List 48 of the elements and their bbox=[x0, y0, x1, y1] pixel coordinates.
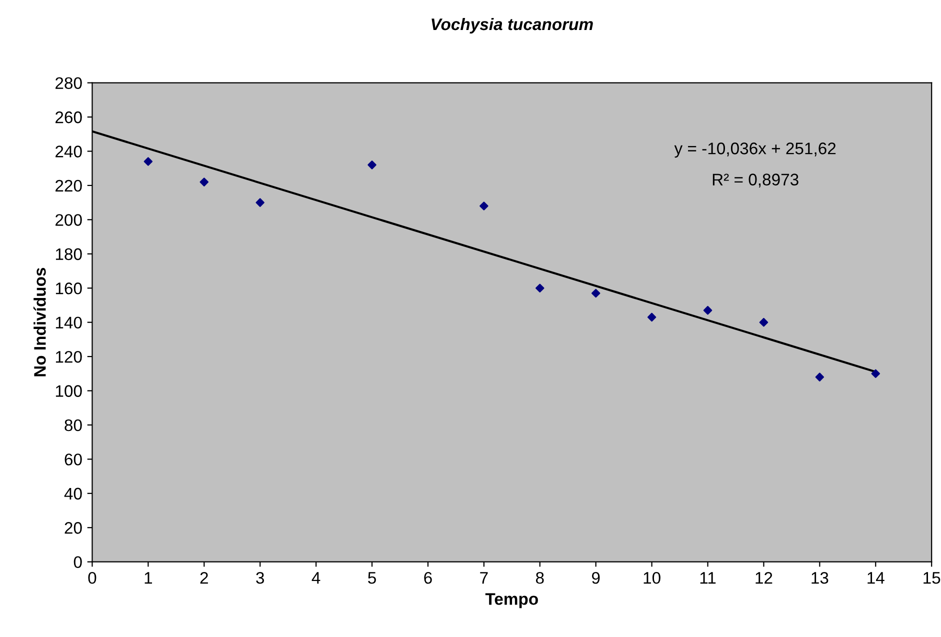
x-tick-label: 7 bbox=[480, 572, 488, 584]
y-tick-label: 180 bbox=[56, 248, 82, 260]
point bbox=[815, 372, 824, 382]
x-tick-label: 5 bbox=[368, 572, 376, 584]
y-tick-label: 280 bbox=[56, 77, 82, 90]
y-axis-title: No Indivíduos bbox=[33, 268, 46, 376]
point bbox=[200, 178, 209, 186]
annotation: R² = 0,8973 bbox=[712, 174, 798, 188]
x-tick-label: 9 bbox=[592, 572, 600, 584]
x-tick-label: 8 bbox=[536, 572, 544, 584]
y-tick-label: 240 bbox=[56, 146, 82, 158]
y-tick-label: 140 bbox=[56, 316, 82, 329]
x-tick-label: 10 bbox=[644, 572, 660, 584]
x-axis-title: Tempo bbox=[485, 593, 538, 608]
x-tick-label: 4 bbox=[312, 572, 320, 584]
point bbox=[144, 157, 153, 166]
point bbox=[368, 160, 376, 170]
x-tick-label: 3 bbox=[256, 572, 264, 584]
point bbox=[647, 312, 656, 322]
y-tick-label: 40 bbox=[64, 488, 82, 500]
y-tick-label: 200 bbox=[56, 214, 82, 226]
annotation: y = -10,036x + 251,62 bbox=[674, 142, 836, 158]
point bbox=[703, 306, 712, 315]
x-tick-label: 1 bbox=[144, 572, 152, 584]
point bbox=[480, 202, 488, 210]
y-tick-label: 100 bbox=[56, 385, 82, 397]
x-tick-label: 11 bbox=[700, 572, 716, 584]
point bbox=[536, 284, 544, 292]
point bbox=[591, 288, 600, 298]
y-tick-label: 0 bbox=[74, 556, 82, 568]
point bbox=[256, 198, 264, 207]
y-tick-label: 60 bbox=[64, 454, 82, 466]
x-tick-label: 0 bbox=[88, 572, 96, 584]
y-tick-label: 20 bbox=[64, 522, 82, 534]
y-tick-label: 160 bbox=[56, 282, 82, 294]
x-tick-label: 2 bbox=[200, 572, 208, 584]
y-tick-label: 120 bbox=[56, 350, 82, 363]
x-tick-label: 12 bbox=[756, 572, 772, 584]
y-tick-label: 80 bbox=[64, 419, 82, 432]
x-tick-label: 6 bbox=[424, 572, 432, 584]
x-tick-label: 15 bbox=[924, 572, 940, 584]
point bbox=[759, 318, 768, 327]
chart-title: Vochysia tucanorum bbox=[432, 18, 593, 34]
x-tick-label: 13 bbox=[812, 572, 828, 584]
point bbox=[871, 369, 880, 378]
y-tick-label: 220 bbox=[56, 180, 82, 192]
y-tick-label: 260 bbox=[56, 111, 82, 124]
x-tick-label: 14 bbox=[868, 572, 884, 584]
